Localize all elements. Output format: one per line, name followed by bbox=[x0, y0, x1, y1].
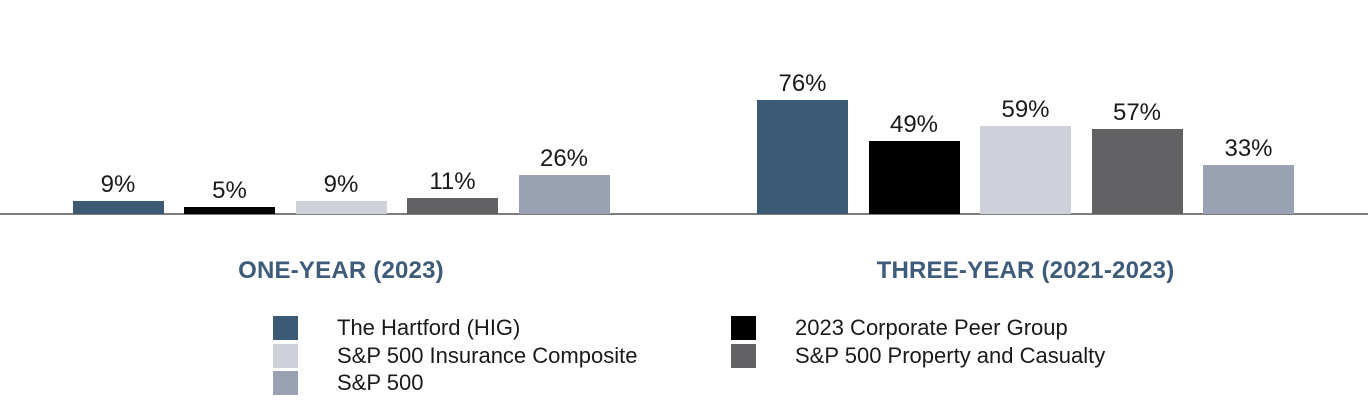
bar-value-label: 57% bbox=[1112, 98, 1162, 126]
bar-s-p-500-insurance-composite: 59% bbox=[980, 97, 1071, 214]
group-label-three-year: THREE-YEAR (2021-2023) bbox=[876, 257, 1175, 284]
legend-row: The Hartford (HIG) bbox=[273, 316, 637, 340]
bar-s-p-500: 33% bbox=[1203, 136, 1294, 214]
bar-value-label: 9% bbox=[100, 170, 136, 198]
bar-the-hartford-hig: 76% bbox=[757, 72, 848, 214]
bar-value-label: 9% bbox=[323, 170, 359, 198]
bar-2023-corporate-peer-group: 49% bbox=[868, 112, 960, 214]
bar-s-p-500-property-and-casualty: 57% bbox=[1091, 100, 1183, 214]
legend-column-left: The Hartford (HIG) S&P 500 Insurance Com… bbox=[273, 316, 637, 399]
legend-row: S&P 500 Property and Casualty bbox=[731, 342, 1106, 368]
legend-label-hartford: The Hartford (HIG) bbox=[337, 315, 521, 340]
legend-label-property-casualty: S&P 500 Property and Casualty bbox=[795, 342, 1106, 368]
legend-swatch-hartford bbox=[273, 316, 298, 340]
bar-value-label: 76% bbox=[778, 70, 827, 97]
legend-row: S&P 500 bbox=[273, 371, 637, 395]
legend-swatch-insurance-composite bbox=[273, 343, 298, 368]
bar-value-label: 11% bbox=[429, 167, 476, 195]
legend-column-right: 2023 Corporate Peer Group S&P 500 Proper… bbox=[731, 316, 1105, 371]
bar-value-label: 5% bbox=[212, 176, 247, 204]
x-axis-baseline bbox=[0, 213, 1368, 215]
legend-row: 2023 Corporate Peer Group bbox=[731, 316, 1105, 340]
group-label-one-year: ONE-YEAR (2023) bbox=[238, 257, 444, 284]
bar-the-hartford-hig: 9% bbox=[72, 172, 164, 214]
bar-value-label: 59% bbox=[1001, 95, 1050, 123]
bar-value-label: 49% bbox=[889, 110, 939, 138]
legend-swatch-peer-group bbox=[731, 316, 756, 340]
bar-s-p-500-insurance-composite: 9% bbox=[295, 172, 387, 214]
legend-label-peer-group: 2023 Corporate Peer Group bbox=[795, 315, 1068, 340]
legend-swatch-sp500 bbox=[273, 371, 298, 395]
bar-value-label: 33% bbox=[1224, 134, 1273, 162]
bar-s-p-500-property-and-casualty: 11% bbox=[407, 169, 498, 214]
bar-s-p-500: 26% bbox=[518, 147, 610, 214]
bar-2023-corporate-peer-group: 5% bbox=[184, 178, 275, 214]
legend-label-sp500: S&P 500 bbox=[337, 370, 424, 395]
legend-label-insurance-composite: S&P 500 Insurance Composite bbox=[337, 342, 638, 368]
legend-row: S&P 500 Insurance Composite bbox=[273, 342, 638, 368]
bar-value-label: 26% bbox=[539, 145, 589, 172]
legend-swatch-property-casualty bbox=[731, 343, 756, 368]
